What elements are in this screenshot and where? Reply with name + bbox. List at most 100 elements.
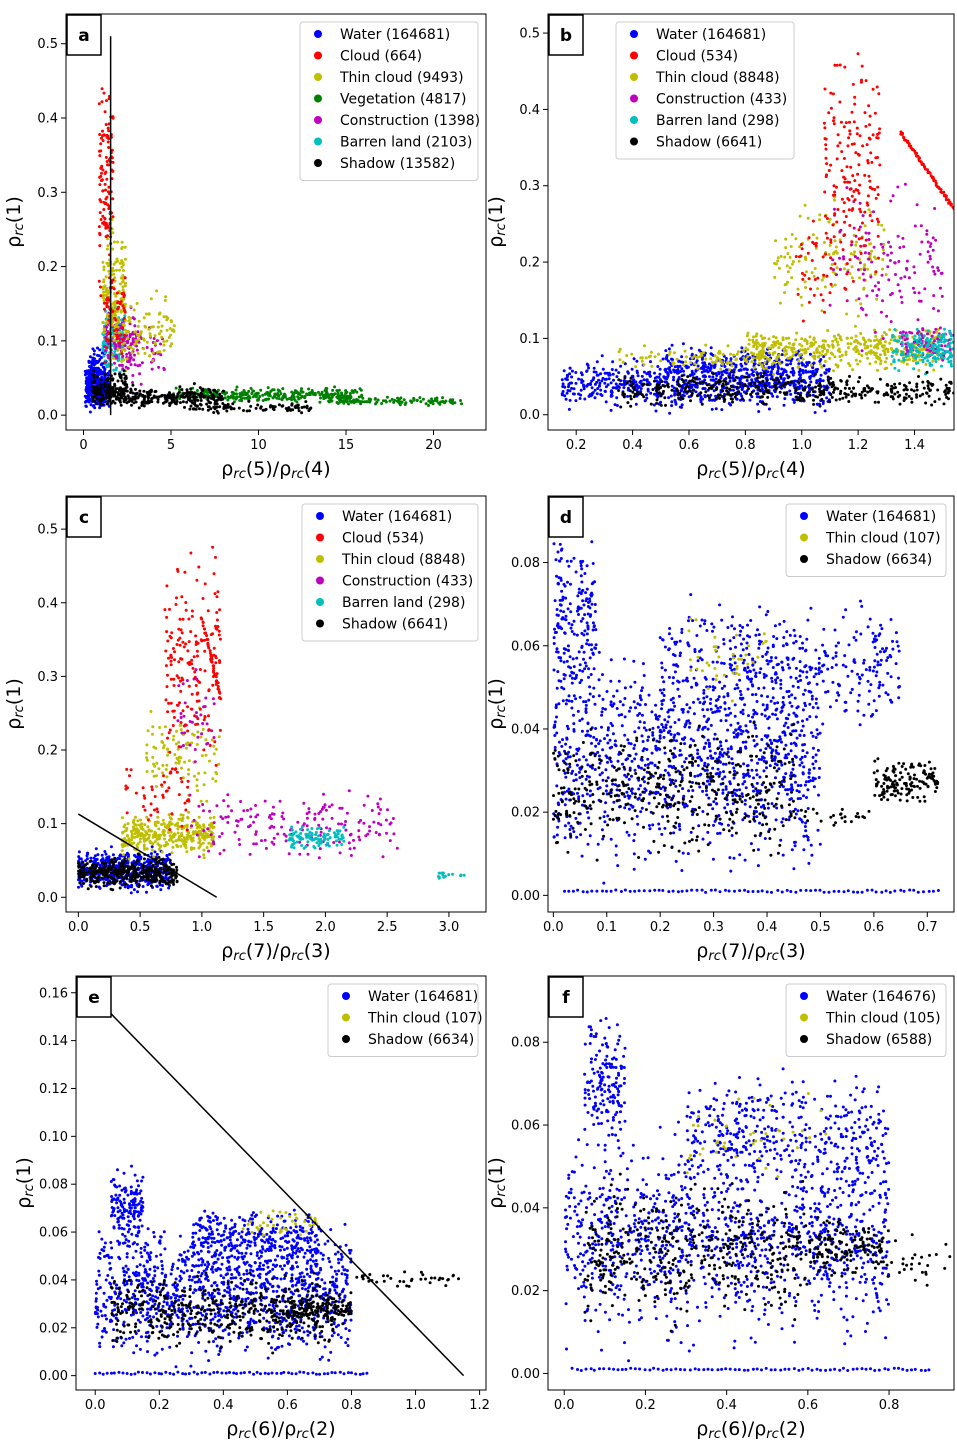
point-b-4-186 (823, 214, 827, 218)
legend-frame-a (299, 21, 479, 181)
point-b-0-826 (776, 369, 780, 373)
point-a-1-327 (459, 399, 462, 402)
point-b-1-459 (803, 280, 807, 284)
point-b-4-9 (829, 240, 833, 244)
point-b-2-17 (937, 269, 940, 272)
point-a-4-246 (162, 343, 166, 347)
point-a-6-148 (127, 400, 131, 404)
point-b-0-119 (653, 392, 656, 396)
point-a-5-69 (102, 133, 106, 137)
point-b-0-558 (710, 398, 714, 402)
point-b-3-117 (915, 327, 919, 331)
point-b-2-213 (904, 345, 908, 349)
point-b-3-153 (948, 345, 952, 349)
point-a-6-321 (103, 372, 107, 376)
legend-marker-b-3 (630, 94, 638, 103)
point-b-5-52 (617, 389, 621, 392)
point-a-6-50 (180, 388, 184, 392)
point-a-6-260 (211, 396, 215, 400)
point-b-2-84 (889, 251, 893, 255)
point-b-0-454 (643, 399, 647, 403)
point-a-1-324 (460, 402, 463, 406)
legend-entry-b-1: Cloud (534) (656, 49, 738, 65)
point-a-1-292 (295, 390, 299, 394)
point-b-0-303 (670, 404, 674, 408)
point-a-0-179 (85, 376, 89, 380)
point-b-1-330 (873, 328, 876, 332)
point-b-1-464 (875, 297, 879, 301)
point-b-0-871 (812, 361, 816, 365)
point-b-1-375 (750, 360, 754, 364)
point-b-4-13 (865, 143, 869, 147)
point-b-0-626 (635, 388, 639, 392)
point-b-0-698 (699, 400, 703, 404)
point-b-4-102 (843, 180, 847, 184)
point-a-5-91 (107, 146, 111, 149)
point-b-4-91 (877, 92, 881, 96)
point-b-0-393 (656, 365, 660, 368)
point-a-1-61 (281, 387, 285, 391)
point-b-0-357 (788, 389, 792, 393)
point-b-2-118 (929, 242, 933, 246)
point-b-2-76 (918, 252, 922, 256)
point-a-6-272 (130, 399, 133, 403)
point-b-5-232 (735, 393, 739, 396)
point-a-6-375 (116, 397, 120, 400)
point-a-6-259 (142, 404, 146, 408)
point-b-1-218 (875, 338, 879, 342)
point-b-5-250 (890, 384, 894, 388)
point-b-1-636 (644, 356, 648, 360)
point-a-4-189 (162, 348, 166, 352)
point-b-0-611 (811, 393, 815, 397)
point-b-1-243 (933, 336, 937, 340)
point-a-6-265 (147, 396, 151, 400)
point-b-3-69 (928, 353, 932, 357)
point-b-5-391 (718, 393, 722, 397)
point-b-1-310 (782, 347, 786, 351)
point-b-4-166 (875, 85, 879, 89)
point-b-5-161 (725, 386, 729, 390)
point-b-0-484 (807, 360, 811, 364)
point-a-4-140 (120, 265, 124, 269)
point-b-2-116 (893, 261, 897, 265)
point-b-1-596 (704, 343, 708, 347)
point-b-0-959 (663, 380, 667, 384)
point-b-0-579 (603, 377, 607, 381)
point-a-3-36 (123, 344, 127, 348)
point-b-0-288 (720, 373, 724, 377)
point-a-4-57 (105, 261, 109, 265)
point-b-0-48 (604, 400, 608, 404)
point-b-2-13 (872, 245, 876, 249)
point-b-5-205 (629, 384, 633, 388)
point-b-1-400 (846, 336, 849, 340)
point-a-4-116 (106, 264, 110, 268)
point-a-4-211 (143, 351, 147, 355)
point-b-1-616 (728, 368, 732, 372)
point-b-1-46 (884, 360, 887, 364)
point-b-1-283 (818, 351, 822, 355)
point-b-2-7 (869, 275, 873, 279)
point-b-0-941 (740, 374, 744, 378)
point-b-1-603 (719, 367, 723, 371)
point-b-2-91 (881, 337, 885, 340)
point-b-2-11 (838, 256, 841, 260)
point-b-4-4 (836, 133, 840, 137)
point-b-4-124 (857, 163, 861, 167)
point-b-0-867 (724, 357, 728, 360)
point-a-6-234 (137, 406, 141, 410)
point-b-0-744 (669, 371, 673, 374)
point-a-3-90 (133, 353, 136, 357)
point-b-0-141 (669, 394, 673, 398)
point-b-4-117 (839, 240, 843, 244)
point-b-0-902 (712, 366, 716, 369)
legend-marker-b-0 (630, 30, 638, 38)
legend-marker-b-5 (630, 137, 638, 146)
point-b-0-279 (739, 385, 742, 389)
point-b-2-26 (879, 310, 883, 314)
point-b-5-363 (749, 393, 753, 396)
point-a-5-82 (99, 200, 103, 204)
point-b-1-649 (700, 353, 704, 357)
point-a-5-134 (119, 333, 123, 337)
point-b-5-413 (784, 382, 788, 386)
point-b-5-336 (729, 397, 733, 401)
